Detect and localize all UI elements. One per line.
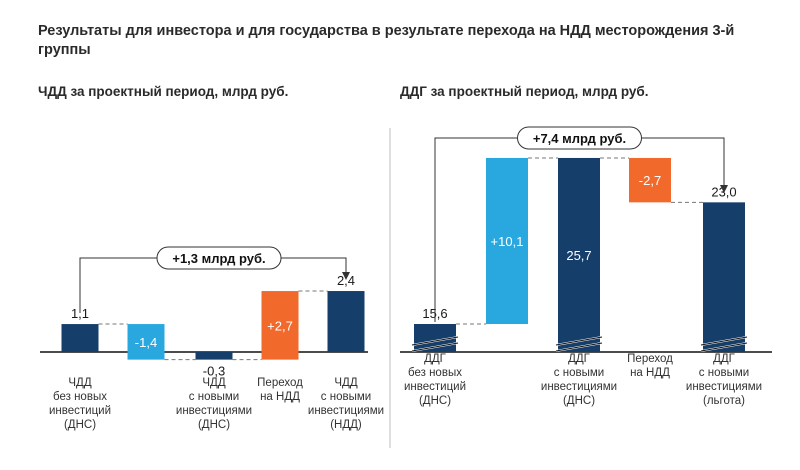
chdd-value-label-5: 2,4 [337,273,355,288]
chdd-category-label-3: (ДНС) [198,419,230,431]
page-title: Результаты для инвестора и для государст… [38,23,735,58]
chdd-value-label-3: -0,3 [203,364,225,379]
ddg-category-label-3: (ДНС) [563,395,595,407]
ddg-category-label-1: без новых [408,367,462,379]
chdd-category-label-5: (НДД) [330,419,362,431]
ddg-category-label-3: с новыми [554,367,604,379]
chdd-category-label-1: ЧДД [68,377,91,389]
ddg-annotation-pill [517,126,642,150]
chdd-bar-1 [61,324,99,352]
ddg-annotation-bracket-left [434,137,518,322]
ddg-annotation-text: +7,4 млрд руб. [533,131,626,146]
chdd-category-label-1: (ДНС) [64,419,96,431]
ddg-category-label-3: ДДГ [568,353,591,365]
ddg-axis-break-line [700,342,748,352]
chdd-category-label-3: инвестициями [176,405,252,417]
ddg-axis-break-line [555,342,603,352]
chdd-annotation-bracket-left [79,257,157,313]
chdd-bar-5 [327,291,365,352]
ddg-bar-4 [629,157,671,203]
chdd-annotation-pill [156,246,282,270]
ddg-category-label-3: инвестициями [541,381,617,393]
chdd-category-label-3: ЧДД [202,377,225,389]
ddg-axis-break-line [411,336,459,346]
chdd-bar-4 [261,291,299,360]
chdd-annotation-arrowhead [342,272,350,280]
chdd-value-label-4: +2,7 [267,318,293,333]
ddg-value-label-4: -2,7 [639,173,661,188]
ddg-value-label-3: 25,7 [566,248,591,263]
chdd-value-label-2: -1,4 [135,335,157,350]
ddg-bar-5 [703,202,745,352]
chdd-category-label-5: с новыми [321,391,371,403]
chart-title-ddg: ДДГ за проектный период, млрд руб. [400,84,649,99]
ddg-axis-break-line [700,336,748,346]
ddg-axis-break-line [555,336,603,346]
chdd-annotation-bracket-right [281,257,347,273]
ddg-annotation-arrowhead [720,185,728,193]
ddg-category-label-1: инвестиций [404,381,466,393]
chdd-bar-3 [195,352,233,360]
ddg-category-label-5: инвестициями [686,381,762,393]
chdd-category-label-1: без новых [53,391,107,403]
ddg-bar-2 [486,157,528,324]
ddg-category-label-1: (ДНС) [419,395,451,407]
chdd-category-label-1: инвестиций [49,405,111,417]
ddg-category-label-4: Переход [627,353,673,365]
chdd-bar-2 [127,324,165,360]
ddg-category-label-1: ДДГ [424,353,447,365]
ddg-bar-3 [558,157,600,352]
ddg-annotation-bracket-right [641,137,725,186]
ddg-category-label-5: ДДГ [713,353,736,365]
chdd-annotation-text: +1,3 млрд руб. [172,251,265,266]
chdd-category-label-5: ЧДД [334,377,357,389]
chart-title-chdd: ЧДД за проектный период, млрд руб. [38,84,289,99]
ddg-category-label-4: на НДД [630,367,670,379]
ddg-category-label-5: с новыми [699,367,749,379]
chdd-category-label-4: на НДД [260,391,300,403]
ddg-axis-break-line [411,342,459,352]
chdd-category-label-4: Переход [257,377,303,389]
ddg-category-label-5: (льгота) [703,395,745,407]
ddg-value-label-2: +10,1 [491,234,524,249]
chdd-value-label-1: 1,1 [71,306,89,321]
chdd-category-label-5: инвестициями [308,405,384,417]
chdd-category-label-3: с новыми [189,391,239,403]
